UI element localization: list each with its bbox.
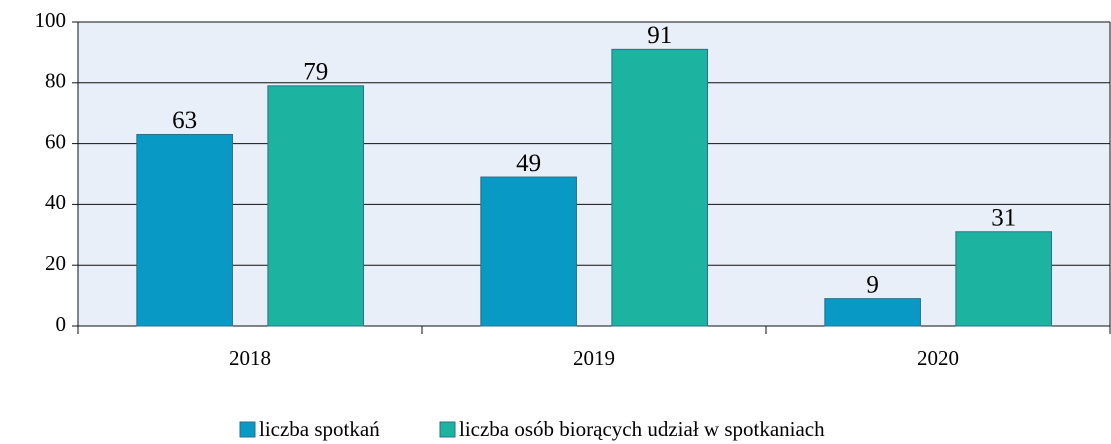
- data-label: 79: [303, 59, 328, 86]
- bar: [480, 176, 577, 327]
- y-tick-label: 80: [45, 69, 66, 93]
- x-tick-label: 2018: [229, 346, 271, 370]
- y-tick-label: 40: [45, 190, 66, 214]
- bar: [955, 231, 1053, 327]
- y-tick-label: 20: [45, 251, 66, 275]
- y-tick-label: 100: [35, 8, 67, 32]
- legend-swatch: [439, 421, 456, 438]
- y-tick-label: 0: [56, 312, 67, 336]
- bar: [136, 133, 233, 327]
- data-label: 31: [991, 204, 1016, 231]
- data-label: 91: [647, 22, 672, 49]
- bar: [267, 85, 365, 327]
- legend-swatch: [239, 421, 256, 438]
- data-label: 49: [516, 150, 541, 177]
- bar: [611, 48, 709, 327]
- bar: [824, 298, 921, 327]
- data-label: 9: [866, 271, 879, 298]
- x-tick-label: 2019: [573, 346, 615, 370]
- plot-area: [78, 22, 1110, 326]
- legend-label: liczba osób biorących udział w spotkania…: [459, 417, 825, 441]
- legend-label: liczba spotkań: [259, 417, 380, 441]
- y-tick-label: 60: [45, 129, 66, 153]
- x-tick-label: 2020: [917, 346, 959, 370]
- data-label: 63: [172, 107, 197, 134]
